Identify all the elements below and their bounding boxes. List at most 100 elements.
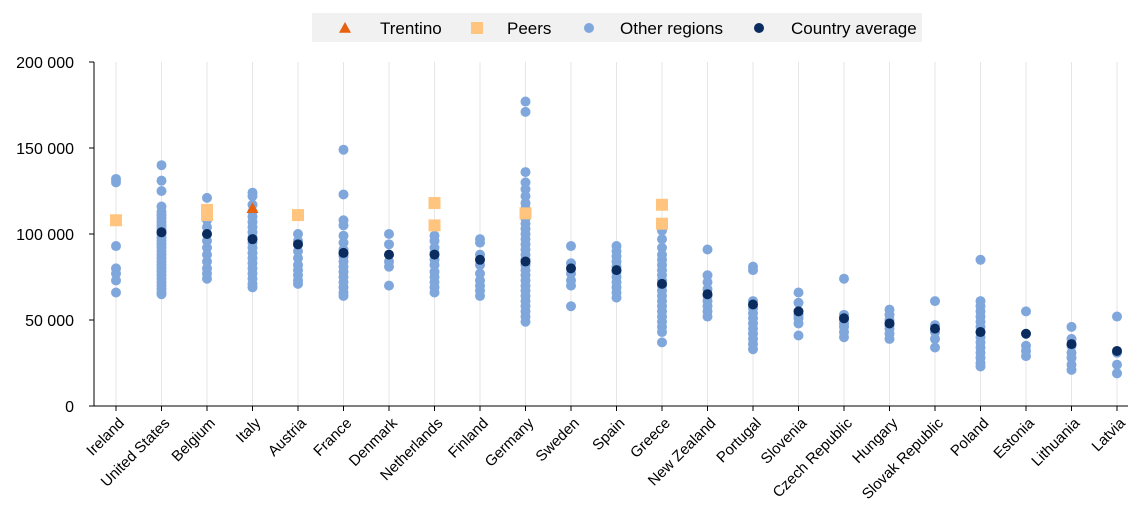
other-region-point xyxy=(1066,321,1077,332)
other-region-point xyxy=(384,239,394,250)
x-tick-label: Austria xyxy=(265,414,310,459)
x-tick-label: Italy xyxy=(233,414,265,446)
other-region-point xyxy=(338,144,349,155)
trentino-point xyxy=(246,202,259,213)
legend-label-peers: Peers xyxy=(507,19,551,38)
country-average-point xyxy=(293,239,303,250)
other-region-point xyxy=(1066,352,1077,363)
x-tick-label: Spain xyxy=(589,415,628,454)
other-region-point xyxy=(429,259,440,270)
other-region-point xyxy=(1112,311,1122,322)
other-region-point xyxy=(566,241,576,252)
other-region-point xyxy=(1112,368,1122,379)
legend-marker-trentino xyxy=(339,22,351,33)
other-region-point xyxy=(520,191,531,202)
legend-marker-country xyxy=(754,23,764,33)
other-region-point xyxy=(611,292,622,303)
legend-marker-peers xyxy=(471,22,483,34)
other-region-point xyxy=(111,177,121,188)
other-region-point xyxy=(338,189,349,200)
legend: Trentino Peers Other regions Country averag… xyxy=(339,19,917,38)
other-region-point xyxy=(1112,359,1122,370)
country-average-point xyxy=(975,327,986,338)
other-region-point xyxy=(520,167,531,178)
country-average-point xyxy=(611,265,622,276)
y-tick-label: 200 000 xyxy=(16,55,74,72)
other-region-point xyxy=(384,261,394,272)
other-region-point xyxy=(566,280,576,291)
peer-point xyxy=(428,197,441,210)
country-average-point xyxy=(839,313,849,324)
legend-label-country: Country average xyxy=(791,19,917,38)
other-region-point xyxy=(202,192,212,203)
other-region-point xyxy=(1021,351,1031,362)
y-axis: 0 50 000 100 000 150 000 200 000 xyxy=(16,55,95,416)
other-region-point xyxy=(793,297,804,308)
other-region-point xyxy=(111,268,121,279)
peer-point xyxy=(656,198,668,211)
other-region-point xyxy=(975,361,986,372)
other-region-point xyxy=(520,316,531,327)
other-region-point xyxy=(293,246,303,257)
country-average-point xyxy=(384,249,394,260)
other-region-point xyxy=(1021,306,1031,317)
y-tick-label: 50 000 xyxy=(25,313,74,330)
legend-label-trentino: Trentino xyxy=(380,19,442,38)
peer-point xyxy=(201,209,213,222)
other-region-point xyxy=(520,96,531,107)
country-average-point xyxy=(657,278,667,289)
other-region-point xyxy=(338,230,349,241)
other-region-point xyxy=(202,249,212,260)
other-region-point xyxy=(384,229,394,239)
y-tick-label: 0 xyxy=(65,399,74,416)
x-tick-label: Portugal xyxy=(713,415,765,467)
x-tick-label: Lithuania xyxy=(1028,414,1084,470)
other-region-point xyxy=(475,237,485,248)
other-region-point xyxy=(429,235,440,246)
peer-point xyxy=(519,207,532,220)
peer-point xyxy=(656,217,668,230)
other-region-point xyxy=(293,253,303,264)
other-region-point xyxy=(475,268,485,279)
x-tick-label: Belgium xyxy=(168,415,218,465)
other-region-point xyxy=(930,342,940,353)
x-tick-label: Ireland xyxy=(83,415,127,459)
country-average-point xyxy=(202,229,212,239)
country-average-point xyxy=(566,263,576,274)
y-tick-label: 100 000 xyxy=(16,227,74,244)
other-region-point xyxy=(793,287,804,298)
other-region-point xyxy=(1066,364,1077,375)
other-region-point xyxy=(702,311,713,322)
other-region-point xyxy=(702,270,713,281)
other-region-point xyxy=(111,241,121,252)
peer-point xyxy=(110,214,122,227)
y-tick-label: 150 000 xyxy=(16,141,74,158)
other-region-point xyxy=(384,280,394,291)
other-region-point xyxy=(475,290,485,301)
other-region-point xyxy=(111,275,121,286)
other-region-point xyxy=(702,277,713,288)
other-region-point xyxy=(293,278,303,289)
other-region-point xyxy=(566,301,576,312)
vertical-gridlines xyxy=(115,62,1118,406)
other-region-point xyxy=(657,234,667,245)
other-region-point xyxy=(111,287,121,298)
other-region-point xyxy=(520,184,531,195)
other-region-point xyxy=(247,191,258,202)
other-region-point xyxy=(748,344,758,355)
other-region-point xyxy=(338,290,349,301)
other-region-point xyxy=(338,220,349,231)
other-region-point xyxy=(202,273,212,284)
other-region-point xyxy=(338,237,349,248)
country-average-point xyxy=(247,234,258,245)
other-region-point xyxy=(429,287,440,298)
country-average-point xyxy=(884,318,895,329)
x-tick-label: Poland xyxy=(947,415,992,460)
other-region-point xyxy=(793,330,804,341)
peer-point xyxy=(428,219,441,232)
other-region-point xyxy=(839,332,849,343)
legend-marker-other xyxy=(584,23,594,33)
country-average-point xyxy=(156,227,167,238)
